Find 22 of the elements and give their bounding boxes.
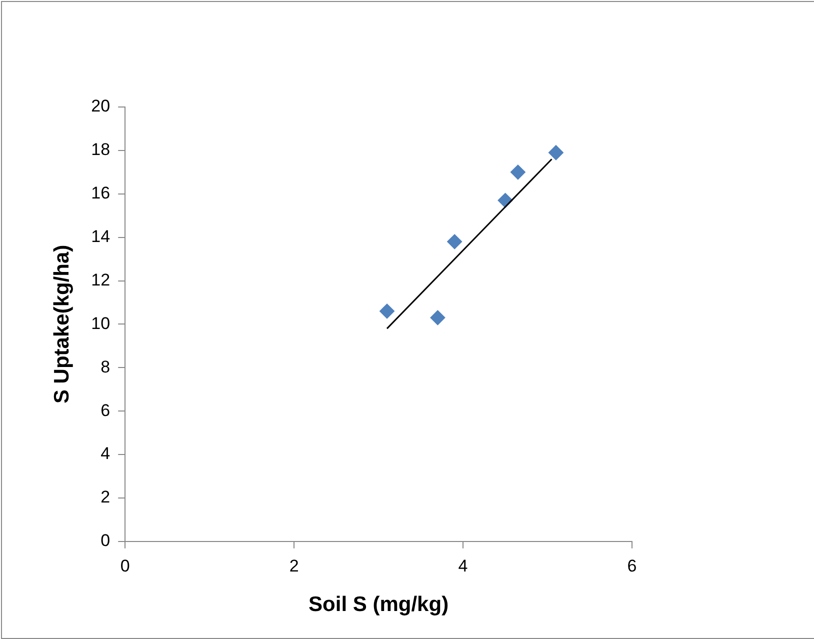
point (430, 310, 446, 326)
y-tick-label: 10 (91, 314, 110, 333)
point (447, 234, 462, 250)
x-tick-label: 6 (627, 556, 637, 576)
y-tick-label: 12 (91, 270, 110, 290)
x-tick-label: 2 (289, 556, 299, 576)
y-tick-label: 4 (100, 444, 110, 464)
y-tick-label: 2 (100, 488, 110, 507)
y-tick-label: 6 (100, 400, 110, 420)
y-tick-label: 8 (100, 357, 110, 376)
y-tick-label: 20 (91, 96, 110, 116)
point (380, 304, 395, 319)
x-axis-title: Soil S (mg/kg) (308, 593, 449, 616)
y-tick-label: 18 (91, 140, 110, 160)
point (510, 164, 526, 180)
point (548, 145, 564, 160)
y-tick-label: 0 (100, 531, 110, 550)
x-tick-label: 0 (120, 556, 130, 576)
y-axis-title: S Uptake(kg/ha) (50, 244, 74, 404)
y-tick-label: 16 (91, 184, 110, 203)
x-tick-label: 4 (458, 556, 468, 576)
y-tick-label: 14 (91, 227, 110, 246)
